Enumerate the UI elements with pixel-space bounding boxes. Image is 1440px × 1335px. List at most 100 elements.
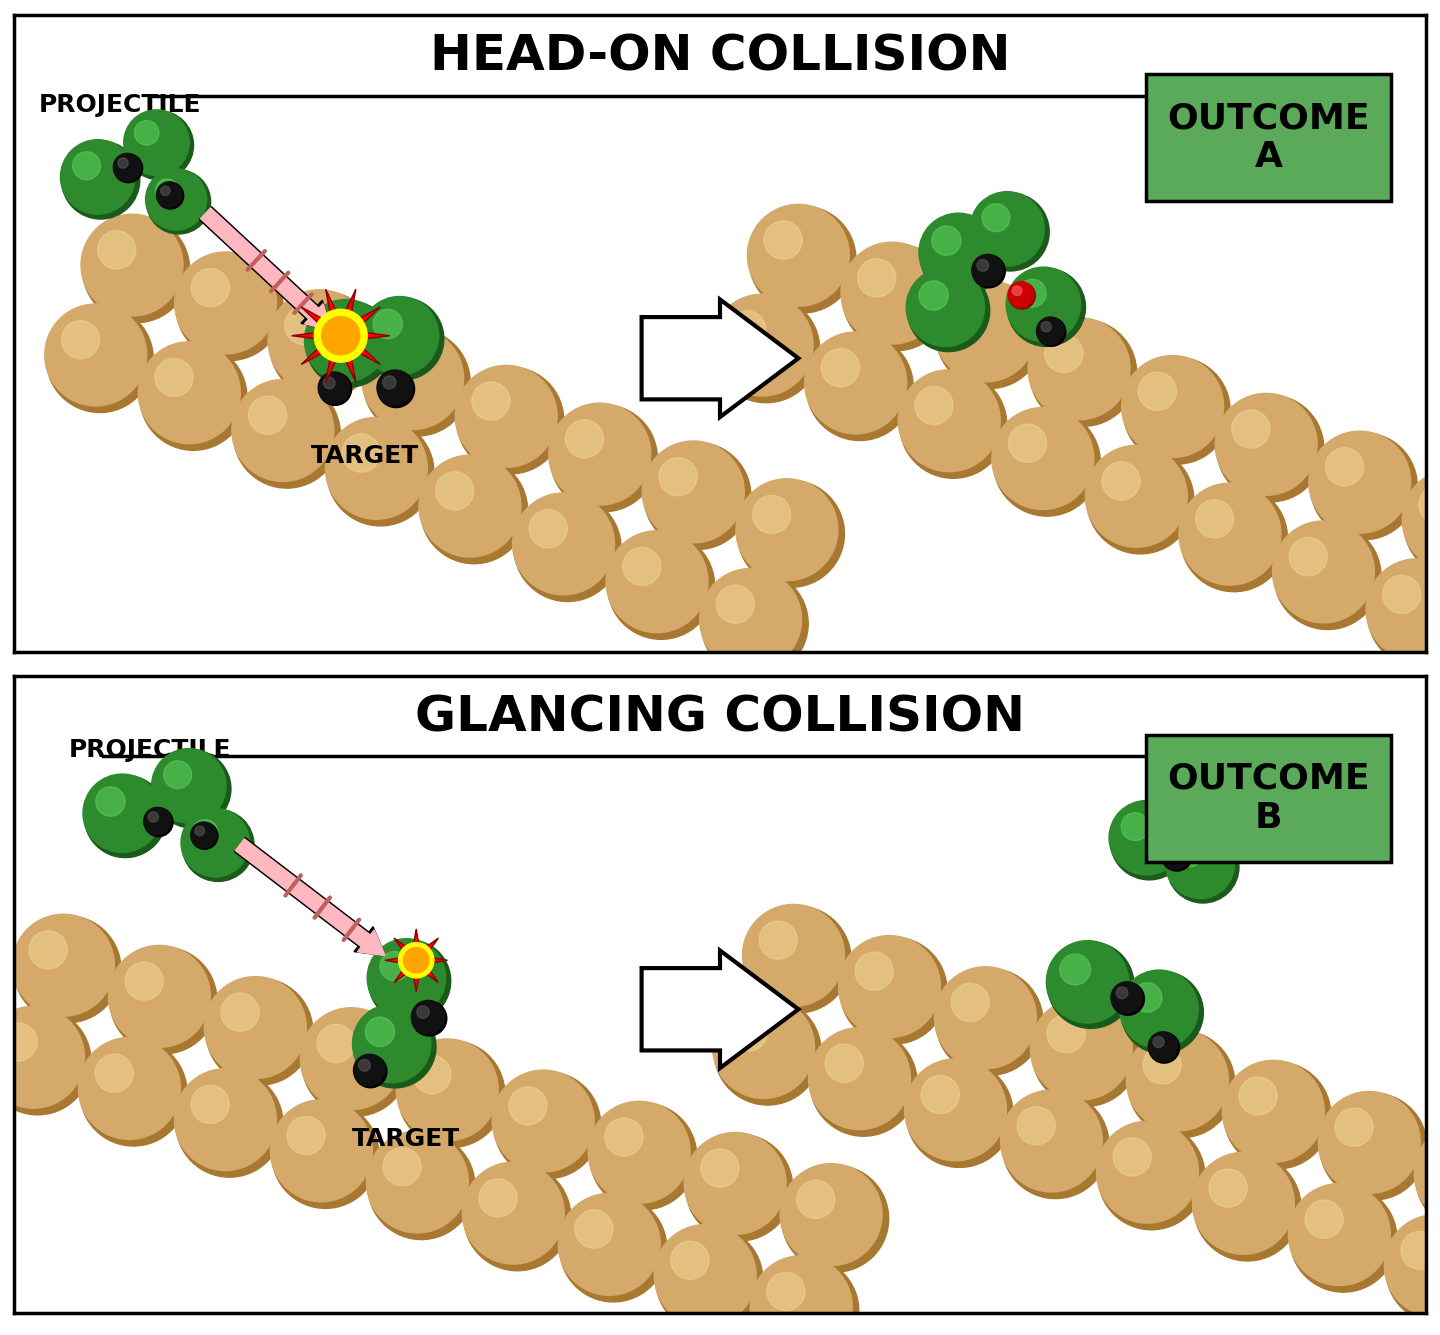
Ellipse shape xyxy=(1320,1093,1427,1200)
Ellipse shape xyxy=(907,270,989,351)
Ellipse shape xyxy=(1192,1152,1295,1255)
Ellipse shape xyxy=(1047,941,1129,1023)
Ellipse shape xyxy=(906,268,985,347)
Text: OUTCOME
A: OUTCOME A xyxy=(1168,101,1369,175)
Ellipse shape xyxy=(416,1005,429,1019)
Ellipse shape xyxy=(125,963,163,1000)
Ellipse shape xyxy=(1017,1107,1056,1145)
Ellipse shape xyxy=(805,332,907,434)
Ellipse shape xyxy=(549,403,651,505)
Ellipse shape xyxy=(559,1193,660,1295)
Ellipse shape xyxy=(1012,286,1022,295)
Ellipse shape xyxy=(1162,840,1192,870)
Polygon shape xyxy=(642,299,798,417)
Ellipse shape xyxy=(367,1132,475,1240)
Ellipse shape xyxy=(655,1226,763,1334)
Ellipse shape xyxy=(514,494,621,602)
Ellipse shape xyxy=(156,358,193,396)
Ellipse shape xyxy=(622,547,661,586)
Ellipse shape xyxy=(109,947,217,1053)
Ellipse shape xyxy=(671,1242,708,1279)
Circle shape xyxy=(399,943,433,979)
Ellipse shape xyxy=(232,379,334,482)
Text: PROJECTILE: PROJECTILE xyxy=(39,93,202,117)
Ellipse shape xyxy=(711,294,814,396)
Ellipse shape xyxy=(684,1132,786,1235)
Ellipse shape xyxy=(1179,483,1280,585)
Ellipse shape xyxy=(1047,943,1135,1028)
Ellipse shape xyxy=(840,937,948,1044)
Ellipse shape xyxy=(492,1071,595,1172)
Ellipse shape xyxy=(1273,521,1374,623)
Ellipse shape xyxy=(157,183,184,210)
Ellipse shape xyxy=(383,375,396,388)
Ellipse shape xyxy=(383,1148,420,1185)
Ellipse shape xyxy=(324,376,336,388)
Ellipse shape xyxy=(920,215,1002,296)
Ellipse shape xyxy=(360,296,439,375)
Ellipse shape xyxy=(976,259,989,271)
Ellipse shape xyxy=(838,936,940,1037)
Ellipse shape xyxy=(729,1013,768,1051)
Ellipse shape xyxy=(1382,575,1421,614)
Ellipse shape xyxy=(192,820,217,845)
Ellipse shape xyxy=(1037,318,1064,344)
Ellipse shape xyxy=(566,419,603,458)
Ellipse shape xyxy=(147,170,210,234)
Circle shape xyxy=(314,310,367,362)
Ellipse shape xyxy=(1097,1123,1205,1230)
Ellipse shape xyxy=(1032,1000,1139,1107)
Ellipse shape xyxy=(906,1060,1014,1167)
Ellipse shape xyxy=(1086,446,1188,547)
Ellipse shape xyxy=(1028,318,1130,419)
Ellipse shape xyxy=(95,1055,134,1092)
Ellipse shape xyxy=(318,372,351,406)
Ellipse shape xyxy=(98,231,135,268)
Text: OUTCOME
B: OUTCOME B xyxy=(1168,762,1369,836)
Ellipse shape xyxy=(79,1037,180,1139)
Ellipse shape xyxy=(494,1072,600,1179)
Ellipse shape xyxy=(736,479,838,581)
Ellipse shape xyxy=(1112,981,1142,1013)
Ellipse shape xyxy=(302,1009,409,1116)
Ellipse shape xyxy=(528,510,567,547)
Ellipse shape xyxy=(435,471,474,510)
Ellipse shape xyxy=(936,282,1043,388)
Ellipse shape xyxy=(550,405,657,511)
Ellipse shape xyxy=(1166,830,1234,898)
Ellipse shape xyxy=(950,984,989,1021)
Ellipse shape xyxy=(153,750,230,828)
Ellipse shape xyxy=(1087,447,1194,554)
Ellipse shape xyxy=(935,967,1037,1069)
Ellipse shape xyxy=(84,774,161,853)
Ellipse shape xyxy=(413,1056,451,1093)
Ellipse shape xyxy=(1018,279,1047,307)
Ellipse shape xyxy=(1148,1032,1178,1061)
Ellipse shape xyxy=(1008,282,1034,307)
Ellipse shape xyxy=(363,330,471,437)
Ellipse shape xyxy=(1403,469,1440,571)
Ellipse shape xyxy=(379,344,416,382)
Ellipse shape xyxy=(1274,522,1381,630)
Ellipse shape xyxy=(190,822,216,848)
Ellipse shape xyxy=(220,993,259,1032)
Ellipse shape xyxy=(81,214,183,316)
Ellipse shape xyxy=(249,396,287,434)
Ellipse shape xyxy=(354,1005,436,1088)
Ellipse shape xyxy=(821,348,860,387)
Ellipse shape xyxy=(1431,1139,1440,1177)
Ellipse shape xyxy=(752,1258,858,1335)
Ellipse shape xyxy=(1096,1121,1198,1223)
Ellipse shape xyxy=(412,1001,446,1036)
Ellipse shape xyxy=(971,192,1044,266)
Ellipse shape xyxy=(606,531,708,633)
Ellipse shape xyxy=(1060,955,1090,985)
Ellipse shape xyxy=(1318,1092,1420,1193)
Ellipse shape xyxy=(144,808,173,837)
FancyArrow shape xyxy=(200,208,331,331)
Ellipse shape xyxy=(971,192,1050,271)
Ellipse shape xyxy=(1161,840,1191,869)
Polygon shape xyxy=(292,290,390,382)
Ellipse shape xyxy=(796,1180,835,1219)
Ellipse shape xyxy=(359,1060,370,1071)
